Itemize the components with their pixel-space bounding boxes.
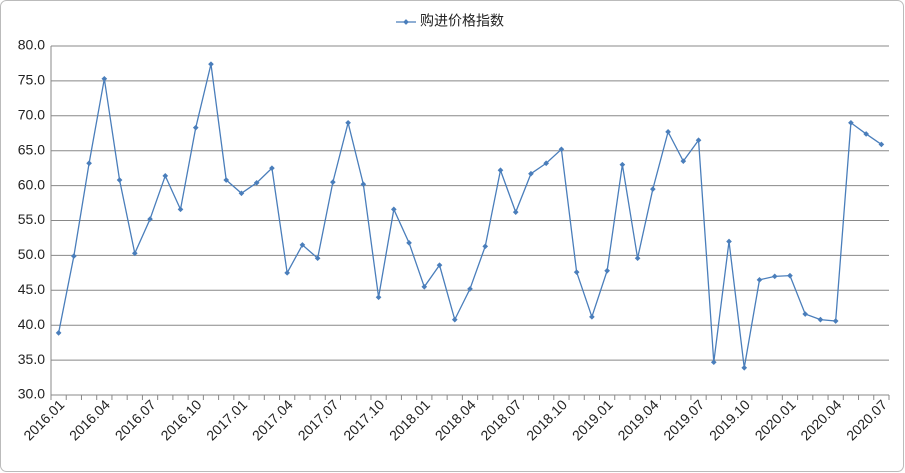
y-tick-label: 60.0 [18,176,45,192]
marker [604,267,610,274]
y-tick-label: 50.0 [18,246,45,262]
y-tick-label: 35.0 [18,351,45,367]
marker [421,283,428,290]
marker [436,262,443,269]
marker [390,206,397,213]
marker [284,270,290,276]
marker [848,119,854,126]
marker [147,216,153,222]
marker [86,160,92,167]
y-tick-label: 65.0 [18,141,45,157]
marker [512,209,519,215]
marker [116,177,123,183]
marker [650,186,656,192]
marker [573,269,580,275]
marker [406,240,412,246]
marker [192,124,199,131]
marker [375,294,382,301]
y-tick-label: 45.0 [18,281,45,297]
marker [497,167,504,174]
marker [314,255,321,262]
marker [817,316,824,323]
marker [863,131,869,137]
y-tick-label: 40.0 [18,316,45,332]
marker [680,158,687,164]
marker [619,161,626,168]
marker [665,129,671,135]
marker [787,272,793,279]
marker [558,146,565,153]
marker [360,181,367,188]
y-tick-label: 75.0 [18,72,45,88]
y-tick-label: 80.0 [18,37,45,53]
marker [269,165,275,171]
marker [467,286,473,292]
marker [101,75,108,82]
marker [345,119,351,126]
marker [756,277,763,283]
marker [177,206,184,213]
marker [162,172,169,179]
y-tick-label: 55.0 [18,211,45,227]
marker [726,238,732,245]
legend-label: 购进价格指数 [420,13,504,29]
marker [238,190,245,197]
marker [589,313,595,320]
y-tick-label: 70.0 [18,107,45,123]
marker [223,177,230,183]
marker [528,170,534,177]
marker [832,318,839,324]
marker [695,137,702,144]
marker [71,253,77,259]
marker [299,242,306,248]
marker [878,141,885,148]
y-tick-label: 30.0 [18,386,45,402]
marker [710,359,717,366]
marker [771,273,778,280]
marker [131,250,138,257]
marker [634,255,641,262]
marker [802,311,809,317]
legend-marker [403,19,409,25]
marker [741,364,748,371]
marker [330,179,336,185]
marker [482,243,489,250]
marker [451,316,458,323]
